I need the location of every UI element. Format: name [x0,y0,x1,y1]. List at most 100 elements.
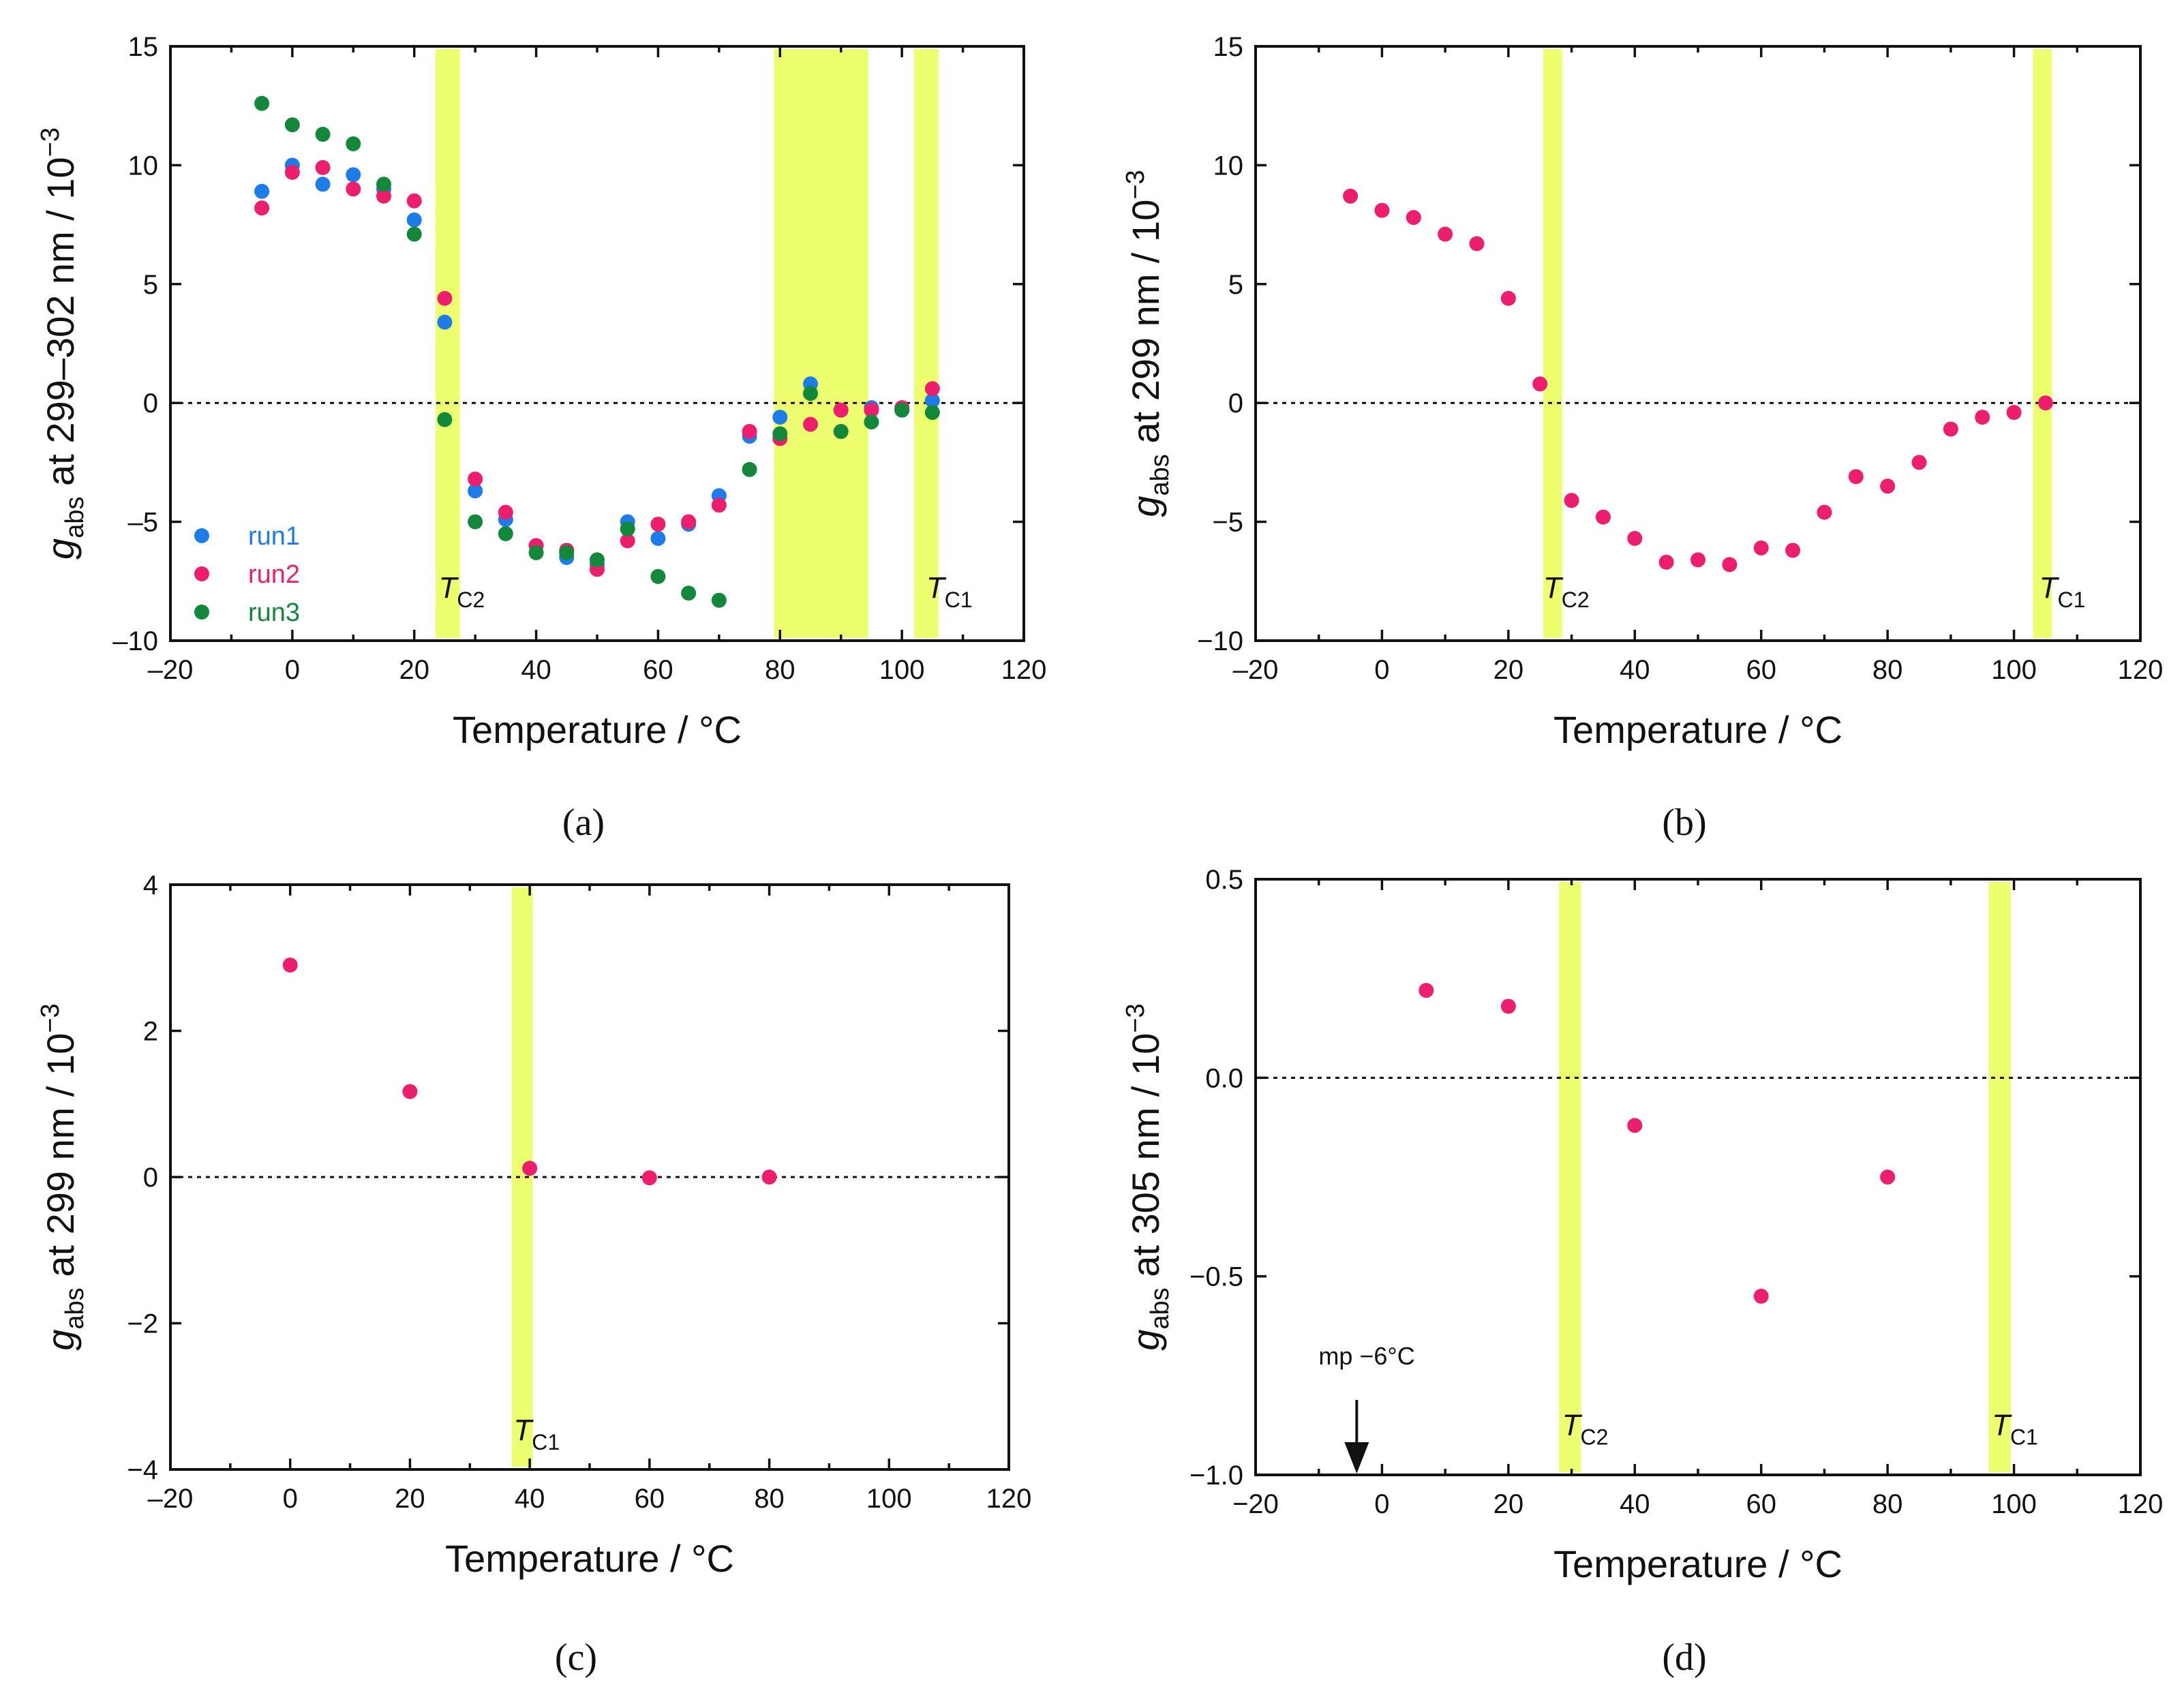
data-point-run3 [284,117,300,133]
data-point-run2 [1690,552,1705,568]
data-point-run1 [346,167,361,183]
y-tick-label: 5 [1228,270,1243,300]
transition-symbol: T [926,571,947,605]
legend-label-run2: run2 [248,560,300,589]
x-tick-label: 100 [1991,655,2037,685]
x-tick-label: 80 [1872,1489,1903,1519]
data-point-run2 [1753,1288,1769,1304]
y-label-subscript: abs [1146,1287,1174,1329]
data-point-run3 [742,461,757,477]
transition-label: TC1 [2039,571,2086,612]
y-tick-label: −10 [1197,626,1243,656]
y-tick-label: 15 [128,32,159,62]
data-point-run2 [1817,504,1832,520]
x-tick-label: 0 [1374,1489,1389,1519]
y-tick-label: −0.5 [1189,1262,1243,1292]
data-point-run3 [894,402,910,418]
x-tick-label: 40 [521,655,551,685]
data-point-run2 [376,188,391,204]
data-point-run2 [406,193,422,209]
plot-frame [1254,45,2142,642]
data-point-run2 [1343,188,1359,204]
data-point-run3 [498,526,513,542]
y-tick-label: −1.0 [1189,1461,1243,1491]
data-point-run2 [1406,210,1421,226]
x-tick-label: 120 [2118,1489,2164,1519]
data-point-run2 [522,1161,538,1176]
data-point-run2 [620,533,635,549]
x-tick-label: 100 [1991,1489,2037,1519]
y-tick-label: 0.0 [1205,1063,1243,1093]
y-tick-label: 4 [143,870,158,900]
transition-band [914,49,939,638]
data-point-run2 [1880,478,1896,494]
down-arrow-icon [1344,1442,1369,1474]
data-point-run2 [803,416,818,432]
data-point-run2 [315,159,331,175]
transition-band [774,49,868,638]
data-point-run2 [1374,202,1390,218]
data-point-run1 [650,531,666,547]
y-axis-label: gabs at 299–302 nm / 10−3 [36,127,89,560]
x-axis-label: Temperature / °C [1553,1542,1842,1585]
transition-symbol: T [1543,571,1564,605]
data-point-run2 [254,200,270,216]
x-tick-label: 60 [1746,1489,1776,1519]
x-tick-label: 40 [1620,655,1650,685]
x-tick-label: 60 [1746,655,1776,685]
transition-band [1988,882,2011,1472]
panel-d: −20 0 20 40 60 80 100 120 −1.0 −0.5 0.0 0.5 Temperat… [1121,865,2163,1679]
data-point-run3 [924,405,940,421]
y-tick-label: 0 [1228,388,1243,418]
data-point-run2 [284,164,300,180]
y-tick-label: −5 [1212,508,1243,538]
x-tick-label: 100 [879,655,925,685]
panel-c: –20 0 20 40 60 80 100 120 −4 −2 0 2 4 Temperature / °… [36,870,1031,1679]
data-point-run2 [1532,376,1548,392]
y-label-symbol: g [1124,1330,1167,1351]
x-tick-label: 20 [1493,655,1524,685]
data-point-run2 [282,957,298,973]
transition-symbol: T [438,571,459,605]
data-point-run2 [1627,531,1643,547]
y-tick-label: 2 [143,1017,158,1047]
x-tick-label: 0 [1374,655,1389,685]
y-tick-label: 10 [128,151,159,181]
transition-label: TC2 [438,571,485,612]
panel-label: (d) [1662,1636,1706,1679]
y-tick-label: 5 [143,270,158,300]
data-point-run2 [924,381,940,397]
y-label-symbol: g [39,538,82,560]
data-point-run3 [254,95,270,111]
data-point-run3 [468,514,483,530]
data-point-run2 [1627,1118,1643,1133]
data-point-run2 [1722,557,1738,573]
data-point-run2 [1848,469,1864,485]
data-point-run2 [711,498,727,513]
y-tick-label: −4 [127,1455,158,1485]
data-point-run2 [1595,509,1611,525]
transition-subscript: C1 [945,588,973,612]
y-label-subscript: abs [61,497,89,538]
x-tick-label: −20 [1232,1489,1279,1519]
data-point-run2 [2006,405,2022,421]
data-point-run3 [803,386,818,401]
data-point-run1 [437,314,453,330]
data-point-run1 [254,183,270,199]
data-point-run2 [1438,226,1453,242]
transition-label: TC1 [926,571,973,612]
data-point-run2 [1975,410,1990,425]
data-point-run3 [650,568,666,584]
x-axis-label: Temperature / °C [453,708,742,751]
y-label-symbol: g [39,1330,82,1351]
y-label-text: at 299 nm / 10 [39,1033,82,1288]
x-tick-label: 120 [1001,655,1047,685]
transition-subscript: C1 [532,1430,560,1454]
y-tick-label: 15 [1213,32,1244,62]
data-point-run3 [406,226,422,242]
x-tick-label: 40 [1620,1489,1650,1519]
y-label-subscript: abs [1146,454,1174,495]
data-point-run2 [864,402,879,418]
legend-marker-run1 [194,528,209,543]
